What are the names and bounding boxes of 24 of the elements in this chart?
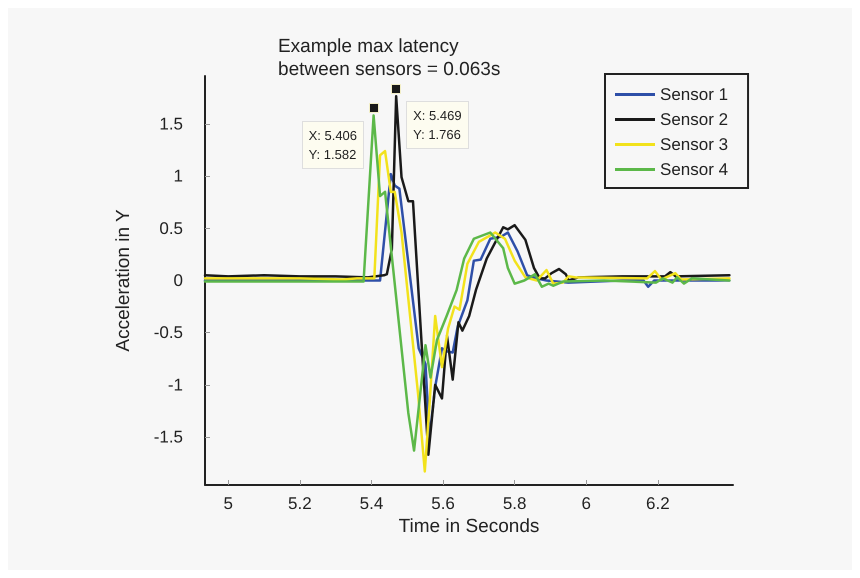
x-tick-label: 5.2 [288,494,312,513]
chart-title: Example max latency between sensors = 0.063s [278,36,500,80]
x-tick-label: 5 [224,494,233,513]
y-tick-label: 1 [174,166,183,186]
y-axis-title: Acceleration in Y [113,209,134,352]
annotation: X: 5.469 Y: 1.766 [406,101,469,150]
annotation: X: 5.406 Y: 1.582 [302,121,364,170]
legend-label: Sensor 4 [660,160,728,179]
y-tick-label: -1 [168,375,183,394]
y-tick-label: 1.5 [159,114,183,134]
x-tick-label: 5.4 [360,494,384,513]
y-tick-label: 0 [174,271,183,290]
y-tick-label: -0.5 [154,323,183,342]
y-tick-label: -1.5 [154,428,183,447]
x-tick-label: 6 [582,494,591,513]
x-tick-label: 5.8 [502,494,526,513]
y-tick-label: 0.5 [159,218,183,238]
legend-label: Sensor 2 [660,110,728,129]
x-tick-label: 6.2 [646,494,670,513]
legend-label: Sensor 3 [660,135,728,154]
legend-label: Sensor 1 [660,85,728,104]
line-series [204,150,731,473]
x-tick-label: 5.6 [431,494,455,513]
x-axis-title: Time in Seconds [398,516,540,537]
